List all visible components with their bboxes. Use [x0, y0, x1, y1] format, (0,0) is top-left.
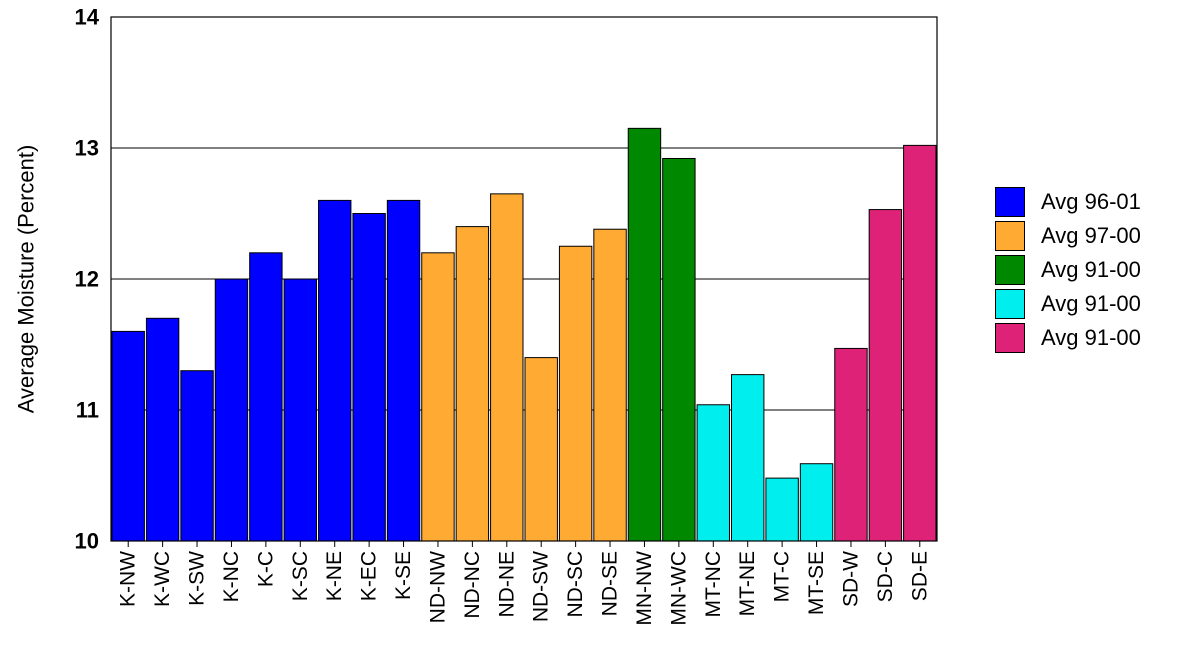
bar-k-se: [386, 199, 421, 542]
x-tick-label: MT-C: [771, 551, 794, 602]
gridlines: [111, 147, 937, 411]
x-tick-label: K-WC: [151, 551, 174, 607]
bar-nd-sc: [558, 245, 593, 542]
x-tick-label: MN-WC: [667, 551, 690, 626]
y-tick-label: 11: [76, 398, 99, 423]
legend-item: Avg 91-00: [995, 254, 1141, 285]
bar-mt-c: [765, 477, 799, 542]
bar-k-ec: [352, 213, 386, 542]
legend-label: Avg 91-00: [1041, 324, 1141, 350]
x-tick-label: K-NW: [117, 551, 140, 607]
x-tick-label: MT-NE: [736, 551, 759, 616]
x-tick-label: ND-NC: [461, 551, 484, 619]
bar-nd-sw: [524, 357, 558, 542]
legend-item: Avg 91-00: [995, 288, 1141, 319]
bar-mt-nc: [696, 404, 730, 542]
x-tick-label: K-NE: [323, 551, 346, 601]
x-axis: K-NW K-WC K-SW K-NC K-C K-SC K-NE K-EC K-SE ND-NW…: [117, 541, 931, 626]
bar-nd-nw: [421, 252, 455, 542]
y-tick-label: 12: [75, 267, 99, 292]
y-tick-label: 10: [75, 529, 99, 554]
y-axis: 10 11 12 13 14: [75, 5, 100, 554]
bar-k-sc: [283, 278, 318, 542]
x-tick-label: MN-NW: [633, 551, 656, 626]
x-tick-label: K-SE: [392, 551, 415, 600]
bar-sd-e: [903, 144, 937, 542]
bar-k-sw: [180, 370, 214, 542]
legend: Avg 96-01 Avg 97-00 Avg 91-00 Avg 91-00 Avg …: [995, 186, 1141, 356]
x-tick-label: SD-C: [874, 551, 897, 602]
bar-mn-wc: [662, 157, 696, 542]
bar-nd-nc: [455, 226, 490, 542]
x-tick-label: ND-NE: [495, 551, 518, 618]
bars: [111, 127, 937, 542]
y-tick-label: 14: [75, 5, 100, 30]
plot-frame: [110, 16, 938, 542]
bar-k-ne: [318, 199, 352, 542]
y-tick-label: 13: [75, 136, 99, 161]
x-tick-label: MT-SE: [805, 551, 828, 615]
legend-swatch: [995, 220, 1025, 251]
x-tick-label: K-SC: [289, 551, 312, 601]
legend-item: Avg 97-00: [995, 220, 1141, 251]
legend-swatch: [995, 186, 1025, 217]
bar-sd-c: [868, 209, 903, 542]
legend-label: Avg 91-00: [1041, 290, 1141, 316]
legend-swatch: [995, 254, 1025, 285]
x-tick-label: SD-W: [839, 551, 862, 607]
x-tick-label: ND-NW: [426, 551, 449, 623]
x-tick-label: ND-SC: [564, 551, 587, 618]
legend-swatch: [995, 288, 1025, 319]
bar-mn-nw: [627, 127, 662, 542]
legend-label: Avg 91-00: [1041, 256, 1141, 282]
bar-mt-ne: [731, 374, 765, 542]
legend-label: Avg 96-01: [1041, 188, 1141, 214]
bar-mt-se: [799, 463, 834, 542]
x-tick-label: ND-SE: [599, 551, 622, 616]
x-tick-label: K-SW: [186, 551, 209, 606]
x-tick-label: K-C: [254, 551, 277, 587]
x-tick-label: K-NC: [220, 551, 243, 602]
legend-item: Avg 91-00: [995, 322, 1141, 353]
legend-item: Avg 96-01: [995, 186, 1141, 217]
legend-label: Avg 97-00: [1041, 222, 1141, 248]
x-tick-label: SD-E: [908, 551, 931, 601]
y-axis-label: Average Moisture (Percent): [14, 145, 39, 414]
bar-sd-w: [834, 347, 868, 542]
bar-k-wc: [145, 317, 180, 542]
x-tick-label: MT-NC: [702, 551, 725, 618]
bar-k-nc: [214, 278, 249, 542]
bar-k-c: [249, 252, 283, 542]
x-tick-label: ND-SW: [530, 551, 553, 622]
x-tick-label: K-EC: [358, 551, 381, 601]
bar-nd-se: [593, 228, 627, 542]
legend-swatch: [995, 322, 1025, 353]
bar-k-nw: [111, 330, 145, 542]
bar-nd-ne: [490, 193, 524, 542]
